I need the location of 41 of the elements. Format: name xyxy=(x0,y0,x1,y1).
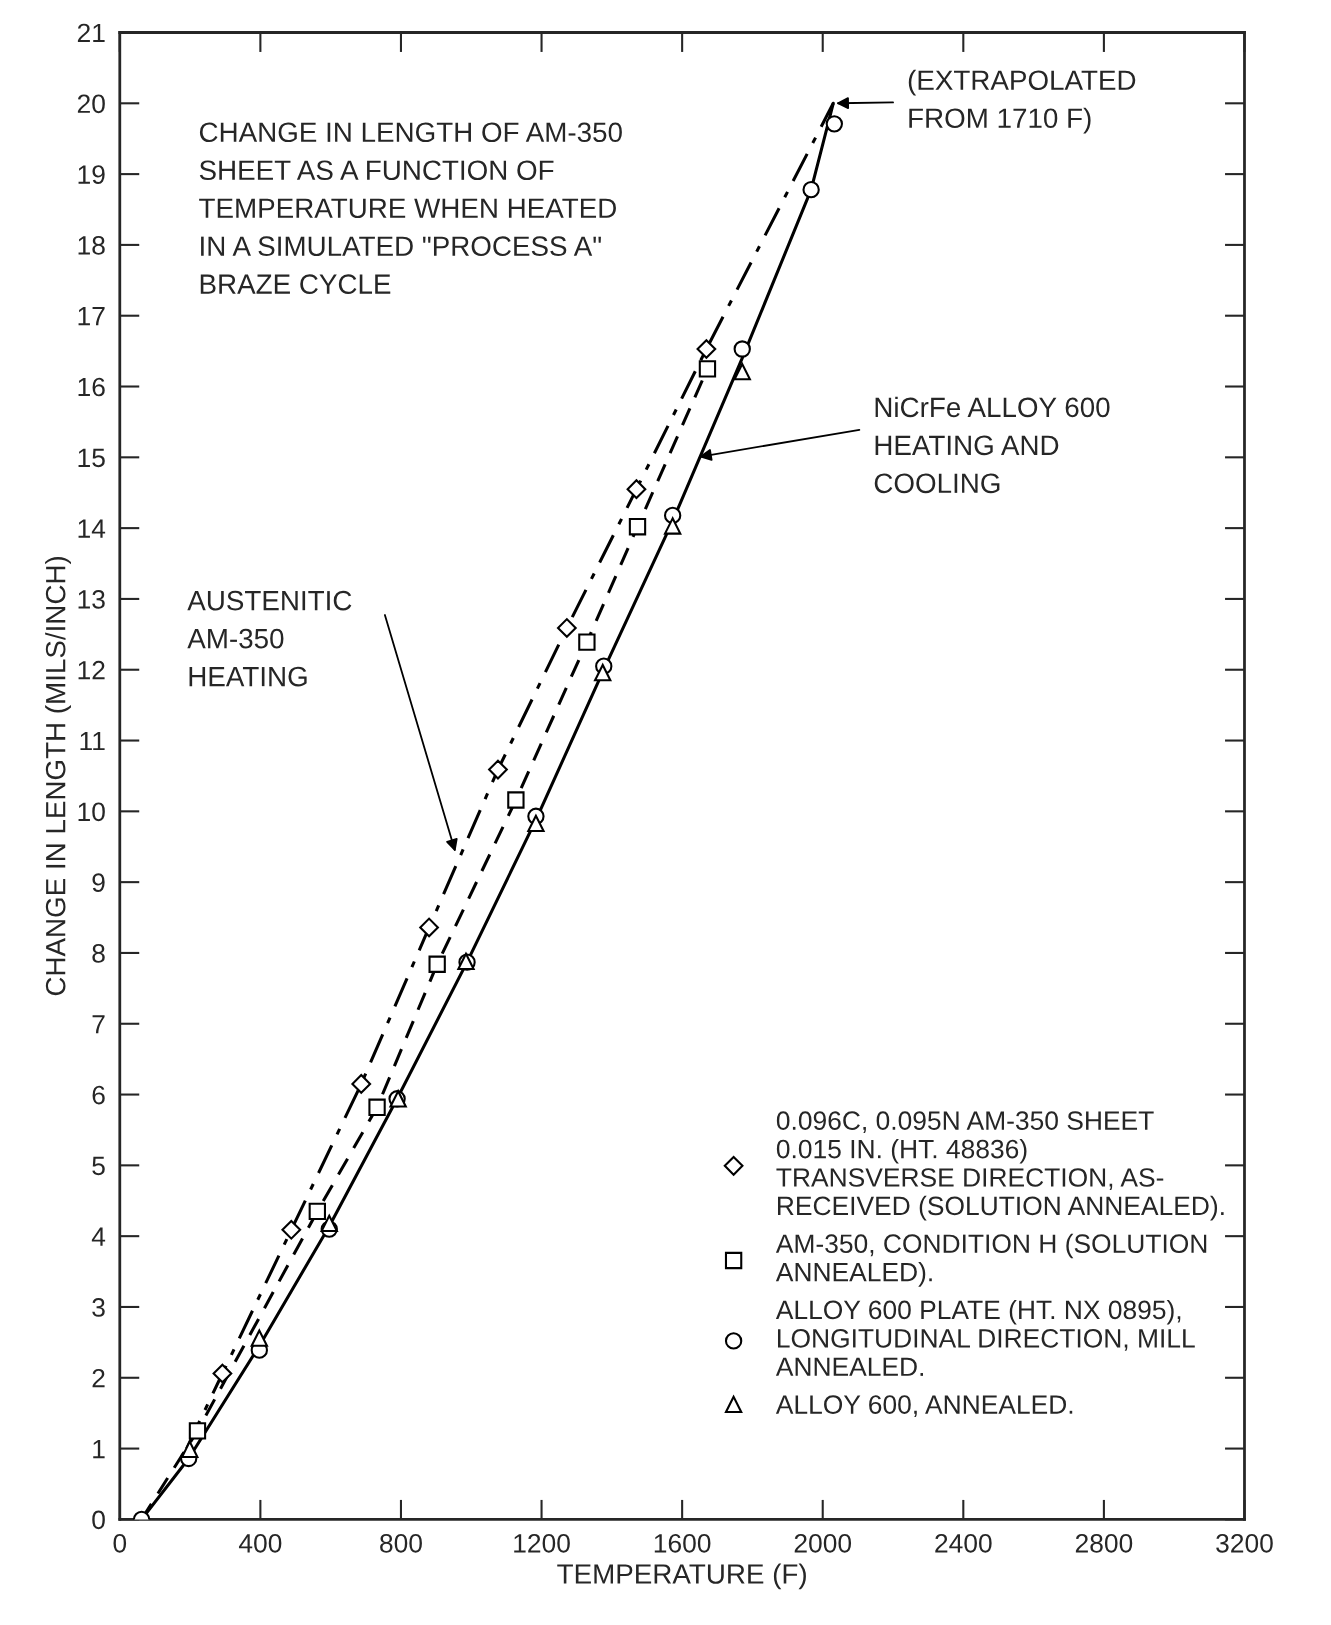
annotation: NiCrFe ALLOY 600 HEATING AND COOLING xyxy=(874,396,1110,494)
y-tick-label: 16 xyxy=(78,377,105,397)
annotation: AUSTENITIC AM-350 HEATING xyxy=(187,590,352,687)
y-tick-label: 9 xyxy=(92,873,105,892)
x-tick-label: 3200 xyxy=(1216,1533,1273,1553)
y-tick-label: 21 xyxy=(77,23,105,43)
x-tick-label: 800 xyxy=(380,1533,422,1553)
y-tick-label: 4 xyxy=(91,1227,106,1246)
y-tick-label: 12 xyxy=(78,660,105,680)
y-tick-label: 14 xyxy=(78,519,106,538)
y-tick-label: 5 xyxy=(92,1156,105,1176)
legend-label: ALLOY 600, ANNEALED. xyxy=(775,1395,1073,1418)
annotation: (EXTRAPOLATED FROM 1710 F) xyxy=(908,69,1136,134)
y-tick-label: 2 xyxy=(92,1368,105,1388)
x-tick-label: 2000 xyxy=(794,1533,852,1553)
x-tick-label: 1600 xyxy=(654,1533,711,1553)
x-tick-label: 0 xyxy=(113,1533,127,1553)
y-tick-label: 20 xyxy=(77,94,105,114)
y-tick-label: 15 xyxy=(78,448,105,468)
legend-label: ALLOY 600 PLATE (HT. NX 0895), LONGITUDINAL DIRECTION, MILL ANNEALED. xyxy=(775,1299,1195,1376)
y-tick-label: 19 xyxy=(78,165,105,184)
x-tick-label: 400 xyxy=(238,1533,282,1553)
legend-label: 0.096C, 0.095N AM-350 SHEET 0.015 IN. (HT. 48836) TRANSVERSE DIRECTION, AS-RECEIVED (SOLUTION ANNEALED). xyxy=(776,1111,1224,1221)
y-tick-label: 1 xyxy=(93,1439,105,1459)
y-axis-title: CHANGE IN LENGTH (MILS/INCH) xyxy=(45,556,71,996)
y-tick-label: 8 xyxy=(92,944,105,963)
y-tick-label: 10 xyxy=(78,802,105,822)
legend-label: AM-350, CONDITION H (SOLUTION ANNEALED). xyxy=(775,1233,1207,1287)
x-axis-title: TEMPERATURE (F) xyxy=(557,1563,806,1590)
y-tick-label: 13 xyxy=(78,590,105,609)
y-tick-label: 17 xyxy=(78,307,105,326)
y-tick-label: 3 xyxy=(92,1298,105,1317)
y-tick-label: 18 xyxy=(78,236,105,255)
y-tick-label: 0 xyxy=(92,1510,105,1530)
x-tick-label: 1200 xyxy=(514,1533,570,1553)
x-tick-label: 2800 xyxy=(1075,1533,1133,1553)
y-tick-label: 6 xyxy=(92,1085,105,1105)
annotation: CHANGE IN LENGTH OF AM-350 SHEET AS A FUNCTION OF TEMPERATURE WHEN HEATED IN A SIMULATED "PROCESS A" BRAZE CYCLE xyxy=(199,122,622,295)
y-tick-label: 7 xyxy=(92,1015,105,1034)
y-tick-label: 11 xyxy=(80,731,105,751)
x-tick-label: 2400 xyxy=(935,1533,992,1553)
